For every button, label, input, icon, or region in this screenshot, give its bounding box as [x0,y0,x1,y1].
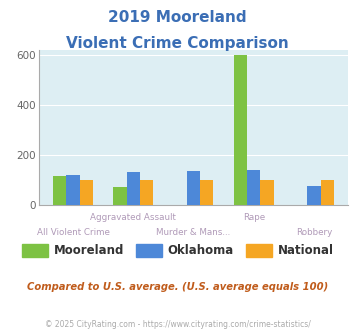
Text: All Violent Crime: All Violent Crime [37,228,109,237]
Bar [53,176,66,205]
Text: Robbery: Robbery [296,228,332,237]
Bar [113,187,127,205]
Text: © 2025 CityRating.com - https://www.cityrating.com/crime-statistics/: © 2025 CityRating.com - https://www.city… [45,320,310,329]
Bar [127,172,140,205]
Text: Violent Crime Comparison: Violent Crime Comparison [66,36,289,51]
Text: Rape: Rape [243,213,265,222]
Bar [247,170,260,205]
Bar [140,180,153,205]
Text: Compared to U.S. average. (U.S. average equals 100): Compared to U.S. average. (U.S. average … [27,282,328,292]
Bar [234,55,247,205]
Bar [200,180,213,205]
Text: 2019 Mooreland: 2019 Mooreland [108,10,247,25]
Bar [187,171,200,205]
Text: Murder & Mans...: Murder & Mans... [156,228,231,237]
Bar [307,186,321,205]
Bar [260,180,274,205]
Bar [66,175,80,205]
Legend: Mooreland, Oklahoma, National: Mooreland, Oklahoma, National [17,239,338,262]
Bar [80,180,93,205]
Text: Aggravated Assault: Aggravated Assault [90,213,176,222]
Bar [321,180,334,205]
